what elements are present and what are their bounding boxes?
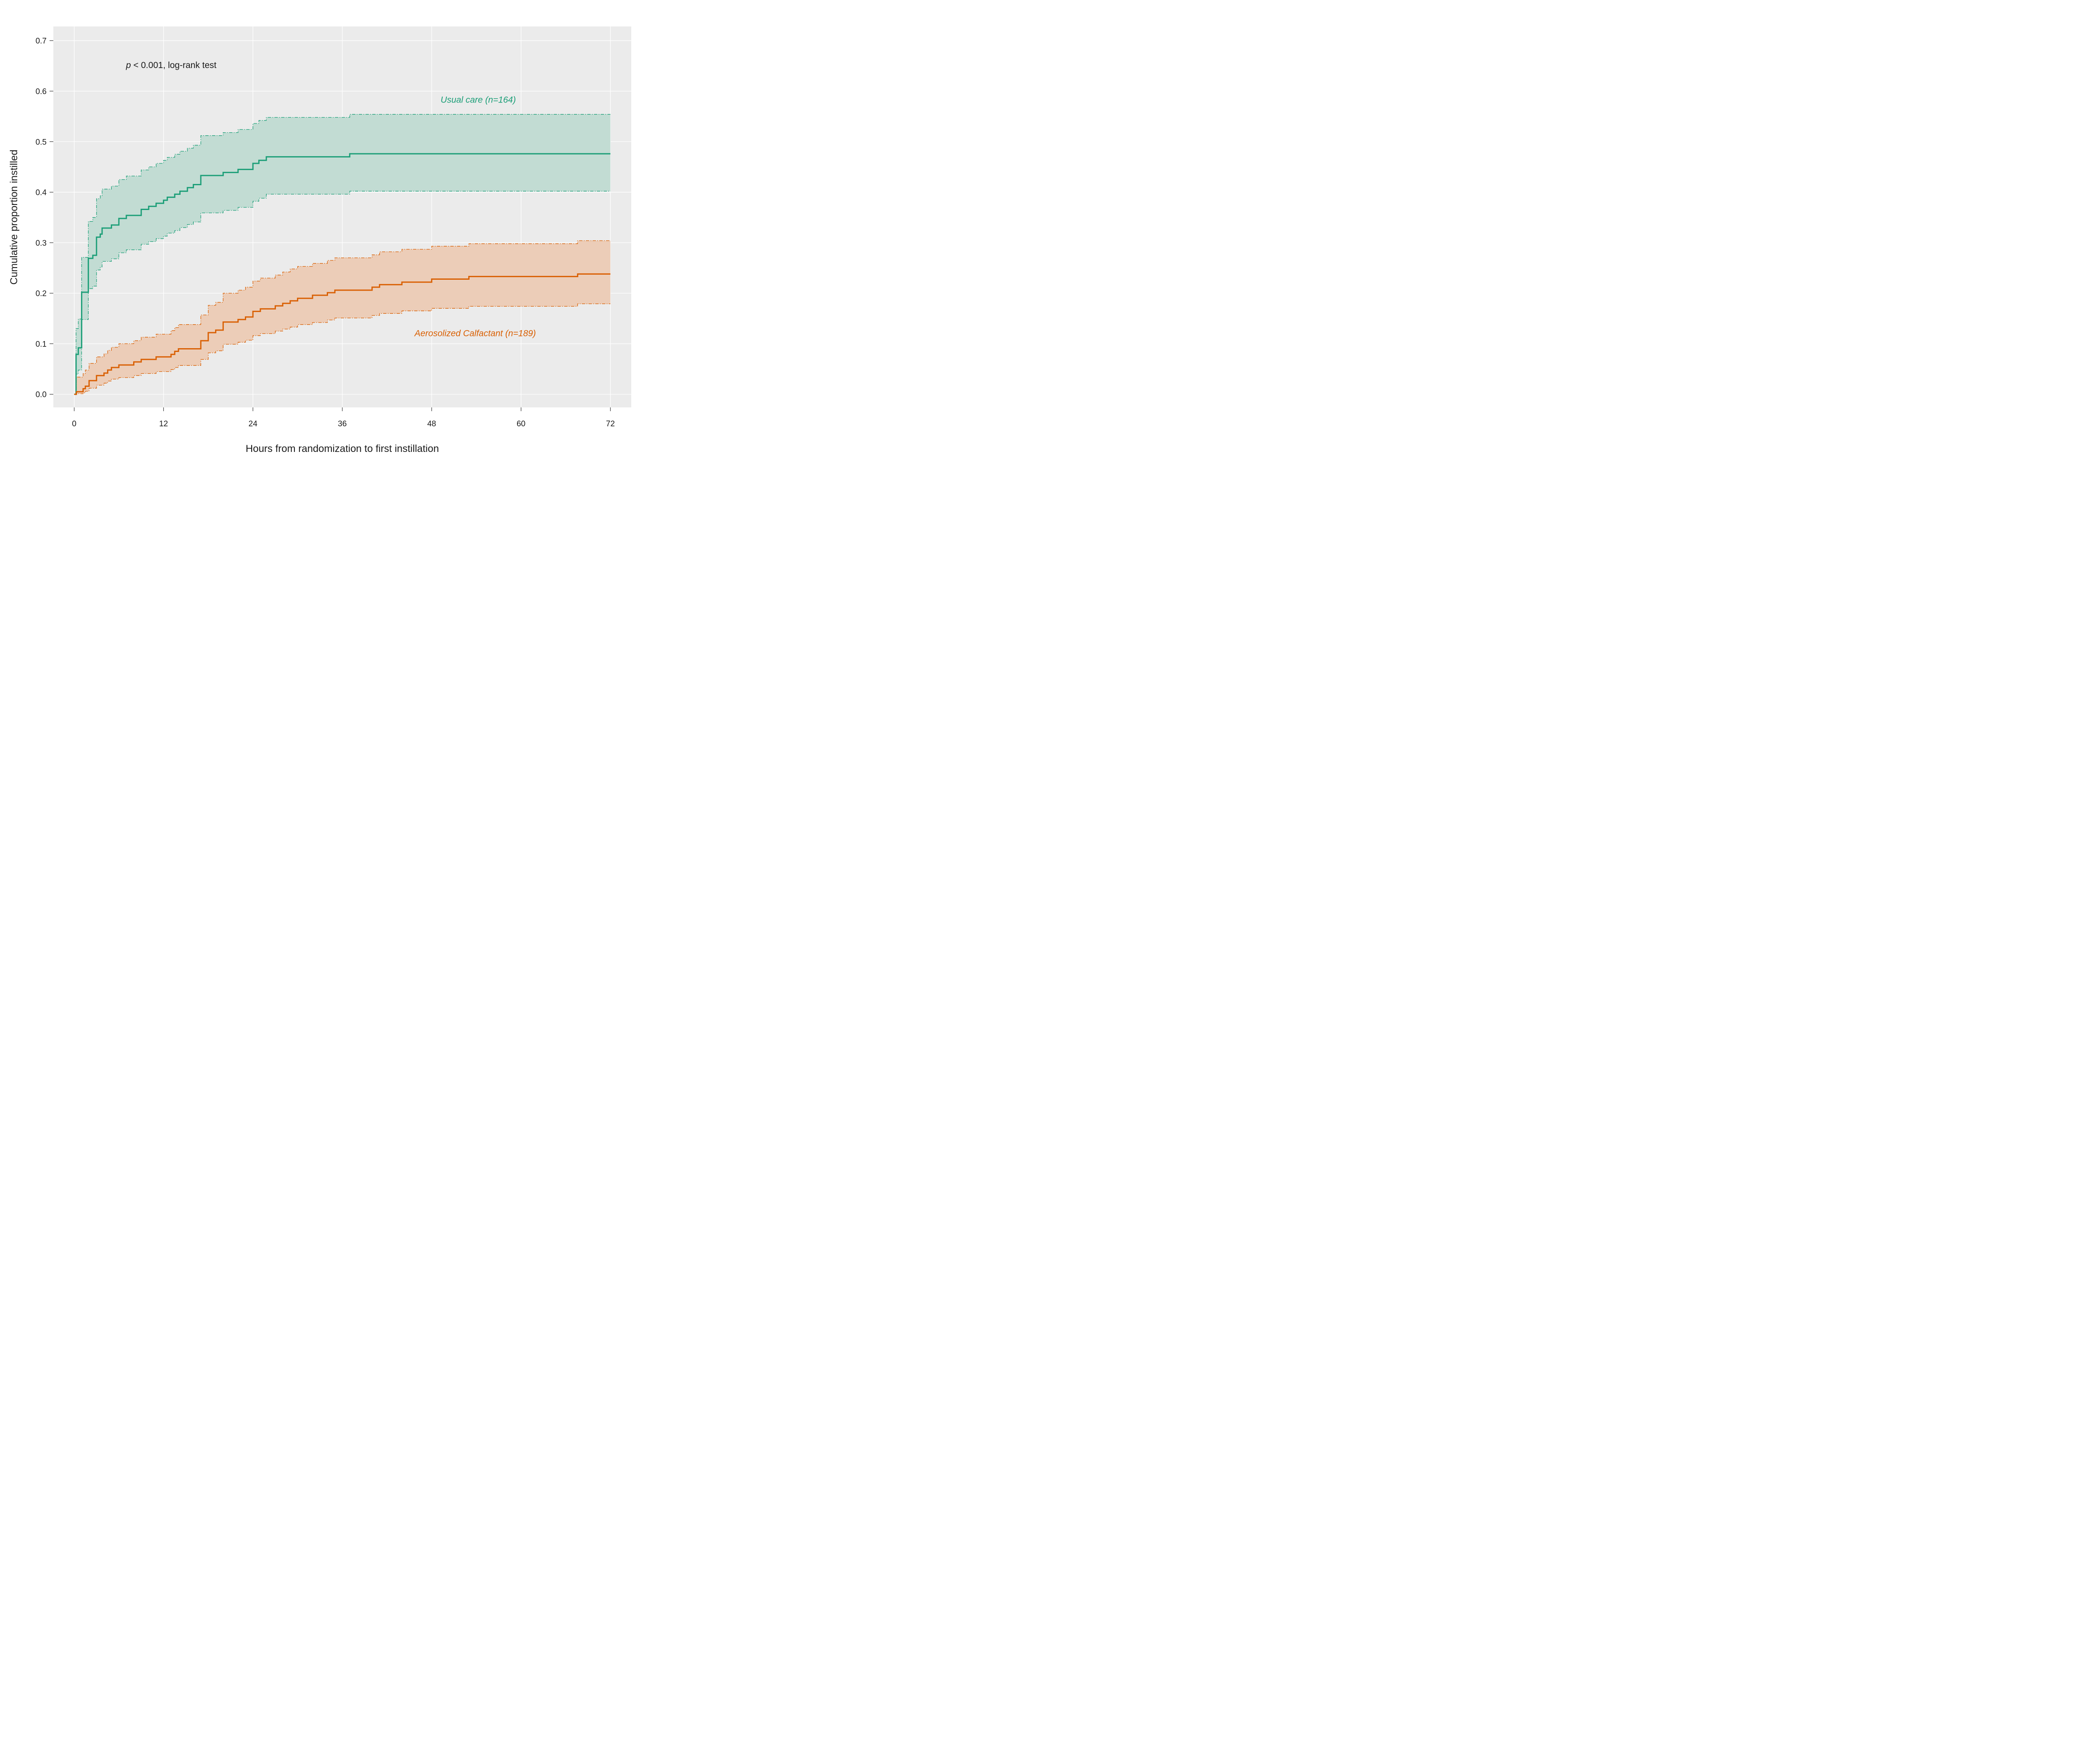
x-tick-label-6: 72	[606, 420, 615, 428]
estimate-lines	[74, 153, 611, 395]
y-tick-label-3: 0.3	[36, 239, 47, 248]
x-tick-label-3: 36	[338, 420, 346, 428]
lower-bound-1	[74, 303, 611, 395]
p-symbol: p	[126, 60, 131, 70]
p-value-text: < 0.001, log-rank test	[131, 60, 217, 70]
estimate-line-1	[74, 273, 611, 395]
lower-bound-0	[74, 191, 611, 395]
y-tick-label-2: 0.2	[36, 289, 47, 298]
y-tick-label-4: 0.4	[36, 189, 47, 197]
x-axis: 0 12 24 36 48 60 72	[72, 407, 615, 428]
y-tick-label-6: 0.6	[36, 87, 47, 96]
upper-bound-0	[74, 114, 611, 395]
series-label-usual-care: Usual care (n=164)	[441, 95, 516, 105]
series-label-calfactant: Aerosolized Calfactant (n=189)	[414, 328, 536, 338]
x-axis-title: Hours from randomization to first instil…	[246, 443, 439, 454]
x-tick-label-0: 0	[72, 420, 76, 428]
y-tick-label-0: 0.0	[36, 391, 47, 399]
ci-band-1	[74, 241, 611, 394]
km-chart: 0.0 0.1 0.2 0.3 0.4 0.5 0.6 0.7 0 12 24 36 48 60 72 p…	[8, 26, 631, 454]
p-value-annotation: p < 0.001, log-rank test	[126, 60, 217, 70]
x-tick-label-5: 60	[517, 420, 525, 428]
y-tick-label-7: 0.7	[36, 37, 47, 46]
y-axis-title: Cumulative proportion instilled	[8, 150, 20, 285]
estimate-line-0	[74, 153, 611, 395]
confidence-bounds	[74, 114, 611, 395]
ci-band-0	[74, 114, 611, 394]
y-tick-label-5: 0.5	[36, 138, 47, 147]
x-tick-label-2: 24	[249, 420, 258, 428]
upper-bound-1	[74, 240, 611, 395]
confidence-bands	[74, 114, 611, 394]
x-tick-label-4: 48	[427, 420, 436, 428]
x-tick-label-1: 12	[159, 420, 168, 428]
y-axis: 0.0 0.1 0.2 0.3 0.4 0.5 0.6 0.7	[36, 37, 53, 399]
y-tick-label-1: 0.1	[36, 340, 47, 349]
